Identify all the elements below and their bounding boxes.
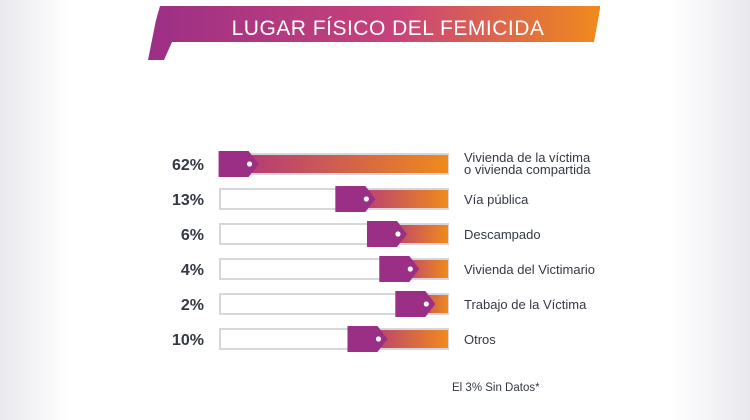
value-label: 13% (172, 192, 204, 209)
value-label: 2% (181, 297, 204, 314)
bar-tag (395, 291, 436, 317)
title-banner-shape (148, 6, 600, 60)
chart-title: LUGAR FÍSICO DEL FEMICIDA (231, 17, 545, 40)
bar-tag-dot (375, 336, 382, 342)
category-label: Vía pública (464, 192, 529, 207)
bar-tag (218, 151, 259, 177)
bar-tag-dot (363, 196, 369, 202)
bar-tag-dot (423, 301, 429, 307)
category-label: Otros (464, 332, 496, 347)
value-label: 10% (172, 332, 204, 349)
footnote: El 3% Sin Datos* (452, 382, 540, 394)
category-label: Vivienda de la víctima (464, 150, 591, 165)
title-banner: LUGAR FÍSICO DEL FEMICIDA (148, 6, 600, 62)
bar-tag (347, 326, 388, 352)
bar-tag-dot (395, 231, 401, 237)
background-shade-left (0, 0, 70, 420)
category-label: o vivienda compartida (464, 162, 591, 177)
background-shade-right (670, 0, 750, 420)
category-label: Trabajo de la Víctima (464, 297, 587, 312)
bar-tag (366, 221, 407, 247)
value-label: 4% (181, 262, 204, 279)
value-label: 6% (181, 227, 204, 244)
category-label: Vivienda del Victimario (464, 262, 595, 277)
bar-tag-dot (246, 161, 253, 167)
bar-tag (379, 256, 420, 282)
category-label: Descampado (464, 227, 541, 242)
value-label: 62% (172, 157, 204, 174)
bar-tag-dot (407, 266, 413, 272)
bar (232, 155, 448, 173)
bar (349, 190, 448, 208)
bar-tag (335, 186, 376, 212)
